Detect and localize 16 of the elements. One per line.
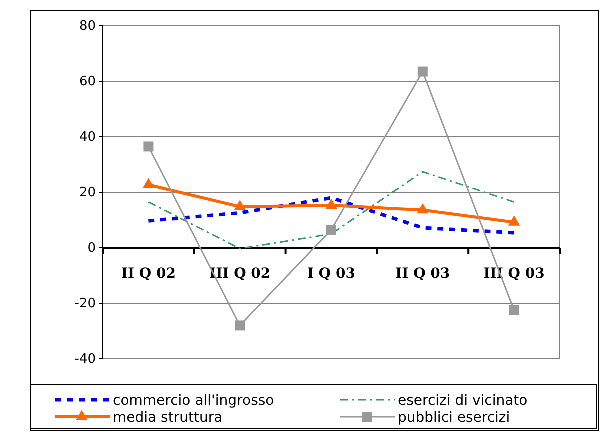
line-series: [148, 171, 516, 250]
y-tick-label: 0: [88, 241, 96, 256]
x-tick-label: II Q 02: [121, 266, 176, 282]
legend-label: media struttura: [113, 410, 223, 426]
x-tick-label: II Q 03: [396, 266, 450, 282]
y-tick-label: 20: [79, 186, 96, 201]
y-tick-label: -20: [74, 296, 96, 312]
y-tick-label: 60: [79, 74, 96, 90]
legend-label: commercio all'ingrosso: [113, 393, 274, 409]
legend-label: pubblici esercizi: [398, 410, 510, 426]
y-tick-label: -40: [74, 352, 96, 368]
legend-label: esercizi di vicinato: [398, 393, 528, 409]
line-series: [146, 196, 516, 235]
y-tick-label: 40: [79, 130, 96, 146]
y-tick-label: 80: [79, 19, 96, 34]
x-tick-label: I Q 03: [308, 266, 356, 282]
